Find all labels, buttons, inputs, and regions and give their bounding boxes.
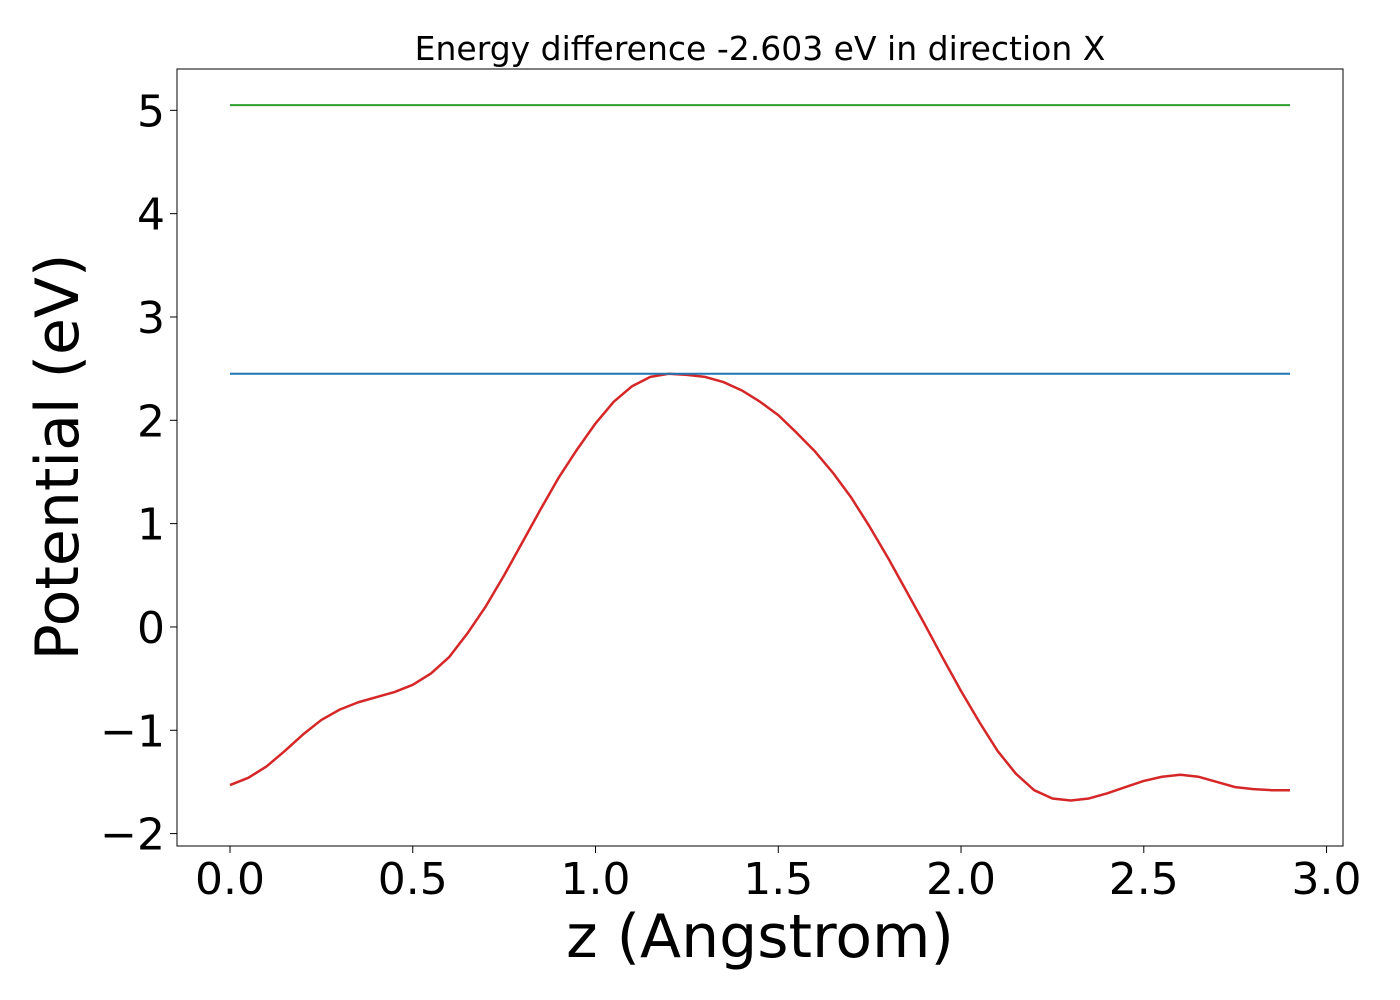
y-tick-label: 2	[137, 396, 165, 447]
plot-area	[176, 68, 1344, 847]
x-axis: 0.0 0.5 1.0 1.5 2.0 2.5 3.0	[195, 846, 1362, 905]
y-tick-label: −2	[100, 810, 165, 861]
series-layer	[229, 104, 1290, 802]
y-tick-label: 5	[137, 86, 165, 137]
x-tick-label: 1.5	[743, 854, 813, 905]
x-tick-label: 3.0	[1292, 854, 1362, 905]
y-axis-label: Potential (eV)	[23, 254, 93, 661]
y-tick-label: 0	[137, 603, 165, 654]
plot-background	[177, 69, 1343, 846]
x-tick-label: 2.5	[1109, 854, 1179, 905]
chart-title: Energy difference -2.603 eV in direction…	[415, 29, 1106, 68]
plot-frame	[176, 68, 1344, 847]
series-line-0	[229, 372, 1290, 802]
y-tick-label: 4	[137, 190, 165, 241]
y-tick-label: 3	[137, 293, 165, 344]
x-tick-label: 0.5	[378, 854, 448, 905]
y-tick-label: 1	[137, 500, 165, 551]
x-tick-label: 0.0	[195, 854, 265, 905]
x-axis-label: z (Angstrom)	[566, 902, 954, 972]
y-axis: −2 −1 0 1 2 3 4 5	[100, 86, 177, 861]
x-tick-label: 1.0	[561, 854, 631, 905]
x-tick-label: 2.0	[926, 854, 996, 905]
y-tick-label: −1	[100, 706, 165, 757]
